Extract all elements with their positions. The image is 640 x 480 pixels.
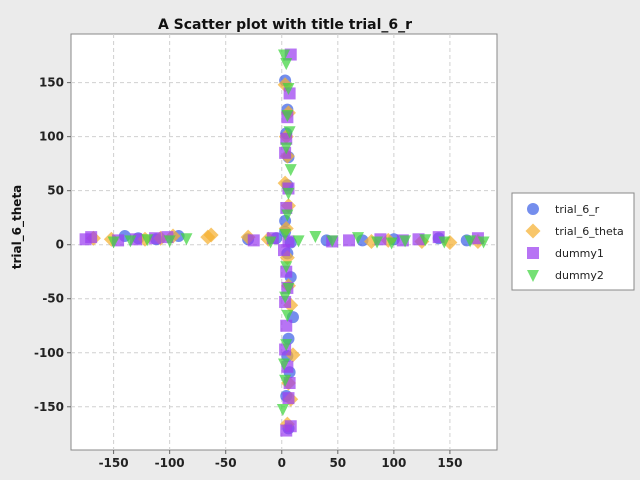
data-point	[279, 291, 292, 304]
data-point	[282, 282, 295, 295]
data-point	[371, 236, 384, 249]
legend-item: dummy1	[527, 247, 604, 260]
y-tick-label: 0	[56, 238, 64, 252]
data-point	[141, 234, 154, 247]
data-point	[180, 233, 193, 246]
y-tick-label: 50	[47, 184, 64, 198]
legend-label: trial_6_r	[555, 203, 600, 216]
data-point	[281, 209, 294, 222]
x-tick-label: -100	[155, 456, 185, 470]
data-point	[283, 126, 296, 139]
data-point	[292, 235, 305, 248]
data-point	[163, 235, 176, 248]
data-point	[281, 110, 294, 123]
legend-item: trial_6_theta	[525, 223, 624, 239]
y-tick-label: 150	[39, 76, 64, 90]
legend-item: dummy2	[527, 269, 604, 282]
x-tick-label: 100	[381, 456, 406, 470]
data-point	[477, 236, 490, 249]
data-point	[107, 236, 120, 249]
legend-item: trial_6_r	[527, 203, 600, 216]
data-point	[326, 235, 339, 248]
legend-marker	[525, 223, 541, 239]
y-tick-label: -100	[34, 346, 64, 360]
data-point	[278, 244, 290, 257]
data-point	[85, 231, 98, 244]
data-points	[79, 48, 490, 437]
data-point	[279, 374, 292, 387]
y-tick-label: -50	[42, 292, 64, 306]
data-point	[419, 234, 432, 247]
data-point	[282, 83, 295, 96]
data-point	[279, 228, 292, 241]
data-point	[276, 403, 289, 416]
y-tick-label: -150	[34, 400, 64, 414]
data-point	[282, 392, 295, 405]
data-point	[385, 237, 398, 250]
data-point	[399, 235, 412, 248]
data-point	[280, 142, 293, 155]
y-axis-title: trial_6_theta	[10, 185, 25, 270]
data-point	[343, 234, 356, 247]
x-tick-label: -150	[99, 456, 129, 470]
data-point	[280, 339, 293, 352]
legend-marker	[527, 203, 539, 215]
axes: -150 -100 -50 0 50 100 150 -150 -100 -50 0 50 100 150	[34, 76, 462, 470]
data-point	[309, 231, 322, 244]
y-tick-label: 100	[39, 130, 64, 144]
x-tick-label: 0	[278, 456, 286, 470]
x-tick-label: 50	[329, 456, 346, 470]
data-point	[247, 234, 260, 247]
data-point	[278, 49, 290, 62]
data-point	[280, 319, 293, 332]
x-tick-label: -50	[215, 456, 237, 470]
data-point	[124, 235, 137, 248]
x-tick-label: 150	[437, 456, 462, 470]
data-point	[284, 164, 297, 177]
data-point	[280, 261, 293, 274]
data-point	[280, 58, 293, 71]
data-point	[264, 236, 277, 249]
data-point	[278, 358, 290, 371]
data-point	[203, 227, 219, 243]
chart-title: A Scatter plot with title trial_6_r	[158, 17, 412, 33]
data-point	[284, 420, 297, 433]
data-point	[282, 187, 295, 200]
data-point	[438, 236, 451, 249]
legend: trial_6_r trial_6_theta dummy1 dummy2	[511, 192, 635, 291]
legend-marker	[527, 270, 539, 282]
legend-label: dummy1	[555, 247, 604, 260]
series-dummy2	[107, 49, 490, 416]
legend-marker	[527, 247, 539, 259]
legend-label: dummy2	[555, 269, 604, 282]
legend-label: trial_6_theta	[555, 225, 624, 238]
data-point	[351, 232, 364, 245]
data-point	[464, 235, 477, 248]
data-point	[281, 309, 294, 322]
